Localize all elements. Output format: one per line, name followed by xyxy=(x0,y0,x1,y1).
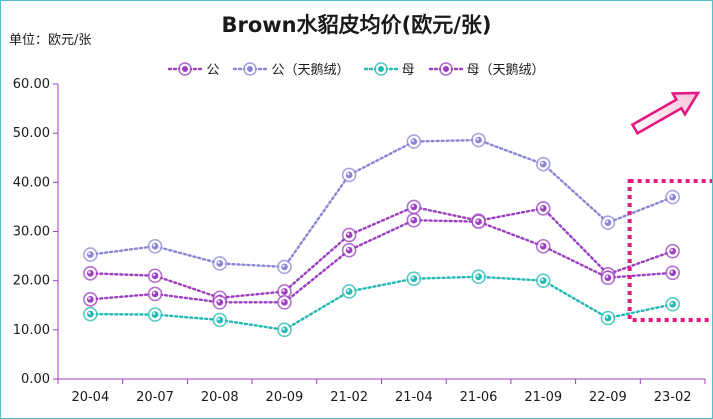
x-tick-label: 21-02 xyxy=(330,390,368,405)
legend: 公 公（天鹅绒） 母 母（天鹅绒） xyxy=(1,59,712,78)
data-point xyxy=(471,269,486,285)
data-point xyxy=(83,265,98,281)
data-point xyxy=(341,167,357,183)
x-tick-label: 21-04 xyxy=(395,390,433,405)
legend-label-gong-velvet: 公（天鹅绒） xyxy=(271,63,350,78)
data-point xyxy=(535,273,551,288)
legend-swatch-mu xyxy=(363,61,398,76)
data-point xyxy=(665,296,680,312)
data-point xyxy=(600,270,616,286)
legend-label-mu-velvet: 母（天鹅绒） xyxy=(466,63,545,78)
data-point xyxy=(212,294,228,310)
legend-swatch-dot xyxy=(376,64,385,73)
y-tick-label: 0.00 xyxy=(21,372,50,387)
chart-title: Brown水貂皮均价(欧元/张) xyxy=(221,13,492,37)
data-point xyxy=(147,286,163,302)
data-point xyxy=(212,256,228,271)
data-point xyxy=(665,265,680,281)
legend-item-gong[interactable]: 公 xyxy=(168,59,219,78)
trend-arrow-icon xyxy=(630,91,701,136)
data-point xyxy=(277,294,292,310)
x-tick-label: 22-09 xyxy=(589,390,627,405)
series-line-1 xyxy=(89,138,674,269)
y-tick-label: 40.00 xyxy=(13,175,50,190)
data-point xyxy=(535,201,551,216)
data-point xyxy=(147,238,163,254)
x-tick-label: 23-02 xyxy=(654,390,692,405)
series-1 xyxy=(83,132,680,275)
data-point xyxy=(277,259,292,275)
data-point xyxy=(341,227,357,243)
data-point xyxy=(600,310,616,326)
legend-swatch-gong-velvet xyxy=(233,61,268,76)
series-layer xyxy=(83,132,680,338)
axes: 0.00 10.00 20.00 30.00 40.00 50.00 60.00 20-04 2… xyxy=(13,77,706,405)
series-line-0 xyxy=(89,205,674,300)
data-point xyxy=(471,214,486,229)
y-tick-label: 30.00 xyxy=(13,225,50,240)
data-point xyxy=(600,215,616,230)
data-point xyxy=(341,242,357,258)
legend-item-mu-velvet[interactable]: 母（天鹅绒） xyxy=(428,59,545,78)
legend-swatch-dot xyxy=(181,64,190,73)
legend-swatch-dot xyxy=(441,64,450,73)
data-point xyxy=(471,132,486,148)
series-2 xyxy=(83,269,680,338)
data-point xyxy=(535,156,551,172)
x-tick-label: 20-04 xyxy=(71,390,109,405)
y-tick-label: 60.00 xyxy=(13,77,50,92)
legend-label-gong: 公 xyxy=(206,63,220,78)
data-point xyxy=(83,247,98,262)
data-point xyxy=(147,268,163,284)
series-line-2 xyxy=(89,275,674,332)
series-3 xyxy=(83,212,680,310)
data-point xyxy=(665,189,680,205)
data-point xyxy=(665,243,680,259)
x-tick-label: 20-09 xyxy=(266,390,304,405)
data-point xyxy=(406,134,422,149)
data-point xyxy=(83,306,98,322)
data-point xyxy=(535,238,551,254)
data-point xyxy=(147,307,163,322)
legend-swatch-gong xyxy=(168,61,203,76)
unit-label: 单位：欧元/张 xyxy=(9,33,92,48)
x-tick-label: 20-08 xyxy=(201,390,239,405)
legend-swatch-mu-velvet xyxy=(428,61,463,76)
x-tick-label: 21-06 xyxy=(460,390,498,405)
annotation-layer xyxy=(627,91,712,322)
y-tick-label: 20.00 xyxy=(13,274,50,289)
highlight-box xyxy=(627,179,712,322)
x-tick-label: 20-07 xyxy=(136,390,174,405)
legend-label-mu: 母 xyxy=(401,63,415,78)
y-tick-label: 10.00 xyxy=(13,323,50,338)
y-tick-label: 50.00 xyxy=(13,126,50,141)
legend-item-gong-velvet[interactable]: 公（天鹅绒） xyxy=(233,59,350,78)
legend-item-mu[interactable]: 母 xyxy=(363,59,415,78)
data-point xyxy=(83,292,98,307)
data-point xyxy=(406,212,422,228)
data-point xyxy=(341,284,357,299)
series-0 xyxy=(83,199,680,306)
data-point xyxy=(212,312,228,328)
data-point xyxy=(277,284,292,299)
series-line-3 xyxy=(89,218,674,304)
x-tick-label: 21-09 xyxy=(524,390,562,405)
data-point xyxy=(406,271,422,287)
data-point xyxy=(406,199,422,215)
legend-swatch-dot xyxy=(246,64,255,73)
data-point xyxy=(277,322,292,338)
